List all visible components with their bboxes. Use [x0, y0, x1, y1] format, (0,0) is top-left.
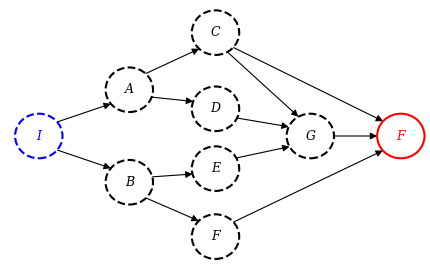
Ellipse shape [191, 146, 239, 191]
Ellipse shape [376, 114, 424, 158]
Text: I: I [36, 129, 41, 143]
Text: E: E [210, 162, 220, 175]
Text: C: C [210, 26, 220, 39]
Text: G: G [304, 129, 315, 143]
Ellipse shape [286, 114, 333, 158]
Ellipse shape [105, 67, 153, 112]
Ellipse shape [191, 86, 239, 131]
Ellipse shape [191, 10, 239, 55]
Text: F: F [396, 129, 404, 143]
Ellipse shape [105, 160, 153, 205]
Ellipse shape [191, 214, 239, 259]
Text: A: A [125, 83, 133, 96]
Text: F: F [211, 230, 219, 243]
Text: B: B [124, 176, 134, 189]
Ellipse shape [15, 114, 62, 158]
Text: D: D [210, 102, 220, 115]
